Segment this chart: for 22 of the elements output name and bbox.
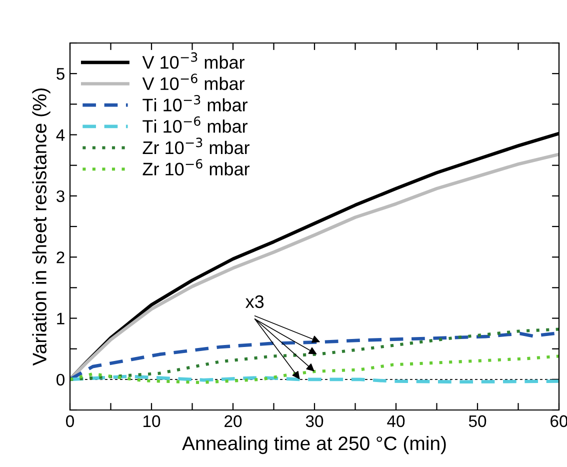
legend-label: Zr 10$^{−6}$ mbar (142, 159, 250, 176)
y-tick-label: 3 (56, 190, 64, 202)
y-tick-label: 1 (57, 312, 64, 324)
x-axis-title: Annealing time at 250 °C (min) (182, 436, 446, 454)
legend-label: V 10$^{−3}$ mbar (142, 52, 245, 69)
x-tick-label: 30 (306, 415, 324, 428)
annotation: x3 (246, 295, 264, 308)
x-tick-label: 10 (144, 415, 160, 428)
y-tick-label: 2 (56, 251, 64, 264)
y-axis-title: Variation in sheet resistance (%) (32, 88, 50, 366)
x-tick-label: 50 (468, 415, 486, 428)
y-tick-label: 0 (56, 374, 64, 386)
legend-label: Ti 10$^{−6}$ mbar (142, 116, 248, 133)
x-tick-label: 20 (224, 415, 242, 428)
legend-label: Ti 10$^{−3}$ mbar (142, 94, 248, 112)
legend-label: Zr 10$^{−3}$ mbar (142, 138, 250, 154)
line-series (70, 354, 559, 384)
legend-label: V 10$^{−6}$ mbar (142, 74, 245, 90)
x-tick-label: 0 (66, 415, 74, 428)
x-tick-label: 40 (387, 415, 405, 428)
y-tick-label: 5 (56, 68, 64, 80)
y-tick-label: 4 (56, 129, 65, 141)
